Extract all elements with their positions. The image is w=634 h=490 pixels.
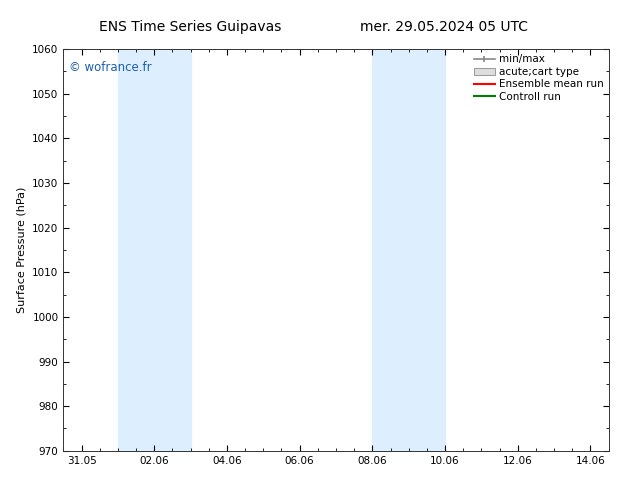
Bar xyxy=(118,49,191,451)
Text: ENS Time Series Guipavas: ENS Time Series Guipavas xyxy=(99,20,281,34)
Text: mer. 29.05.2024 05 UTC: mer. 29.05.2024 05 UTC xyxy=(360,20,527,34)
Bar xyxy=(372,49,445,451)
Y-axis label: Surface Pressure (hPa): Surface Pressure (hPa) xyxy=(16,187,27,313)
Legend: min/max, acute;cart type, Ensemble mean run, Controll run: min/max, acute;cart type, Ensemble mean … xyxy=(472,52,605,104)
Text: © wofrance.fr: © wofrance.fr xyxy=(69,61,152,74)
